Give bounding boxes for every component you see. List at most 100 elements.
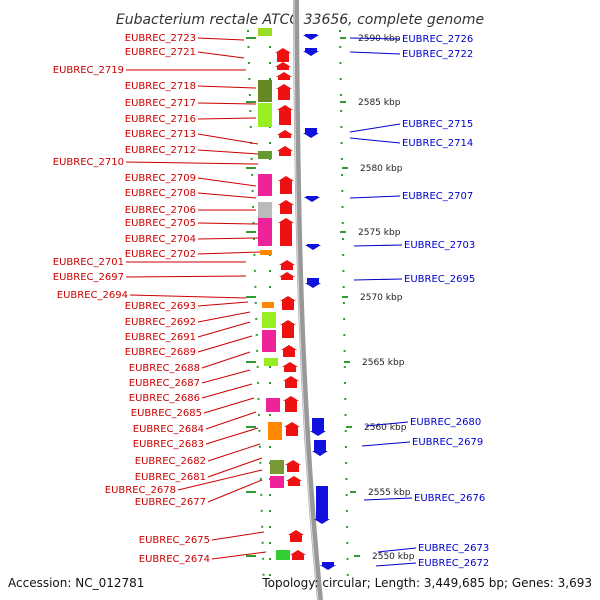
left-gene-label: EUBREC_2712 xyxy=(125,145,196,156)
forward-gene-arrow xyxy=(285,460,301,472)
left-label-leader xyxy=(201,351,251,369)
right-gene-labels: EUBREC_2726 EUBREC_2722 EUBREC_2715 EUBREC_… xyxy=(402,34,489,569)
reverse-gene-arrow xyxy=(320,562,336,570)
left-gene-label: EUBREC_2716 xyxy=(125,114,196,125)
forward-gene-arrow xyxy=(279,272,295,280)
gene-box xyxy=(270,460,284,474)
forward-gene-arrow xyxy=(276,84,292,100)
gene-features xyxy=(258,28,336,570)
right-label-leader xyxy=(375,562,417,567)
gene-box xyxy=(270,476,284,488)
left-gene-label: EUBREC_2706 xyxy=(125,205,196,216)
forward-gene-arrow xyxy=(283,396,299,412)
inner-right-track xyxy=(339,29,349,591)
left-gene-label: EUBREC_2689 xyxy=(125,347,196,358)
left-label-leader xyxy=(201,383,253,399)
left-gene-label: EUBREC_2713 xyxy=(125,129,196,140)
label-leaders xyxy=(125,37,417,567)
right-label-leader xyxy=(349,37,401,40)
left-label-leader xyxy=(197,222,259,225)
left-label-leader xyxy=(125,161,259,165)
left-gene-label: EUBREC_2675 xyxy=(139,535,210,546)
left-gene-label: EUBREC_2677 xyxy=(135,497,206,508)
scale-tick-label: 2565 kbp xyxy=(362,358,405,368)
left-gene-label: EUBREC_2702 xyxy=(125,249,196,260)
reverse-gene-arrow xyxy=(305,278,321,288)
left-label-leader xyxy=(211,531,265,541)
reverse-gene-arrow xyxy=(303,128,319,138)
left-gene-label: EUBREC_2684 xyxy=(133,424,204,435)
left-label-leader xyxy=(197,301,249,307)
left-gene-label: EUBREC_2693 xyxy=(125,301,196,312)
left-gene-label: EUBREC_2674 xyxy=(139,554,210,565)
forward-gene-arrow xyxy=(275,62,291,70)
left-label-leader xyxy=(197,149,259,155)
left-gene-label: EUBREC_2708 xyxy=(125,188,196,199)
right-label-leader xyxy=(349,123,401,133)
left-gene-label: EUBREC_2697 xyxy=(53,272,124,283)
left-label-leader xyxy=(125,275,247,278)
left-gene-label: EUBREC_2694 xyxy=(57,290,128,301)
genome-backbone xyxy=(293,0,323,600)
forward-gene-arrow xyxy=(277,105,293,125)
gene-box xyxy=(258,103,272,127)
left-label-leader xyxy=(197,251,261,255)
left-label-leader xyxy=(197,321,251,338)
accession-text: Accession: NC_012781 xyxy=(8,576,144,590)
left-label-leader xyxy=(197,85,257,89)
reverse-gene-arrow xyxy=(312,440,328,456)
left-gene-label: EUBREC_2710 xyxy=(53,157,124,168)
right-label-leader xyxy=(377,547,417,553)
left-label-leader xyxy=(203,397,255,414)
left-label-leader xyxy=(197,102,257,105)
right-gene-label: EUBREC_2672 xyxy=(418,558,489,569)
right-label-leader xyxy=(363,497,413,501)
gene-box xyxy=(258,218,272,246)
reverse-gene-arrow xyxy=(310,418,326,436)
gene-box xyxy=(262,330,276,352)
right-gene-label: EUBREC_2726 xyxy=(402,34,473,45)
left-label-leader xyxy=(129,294,247,299)
gene-box xyxy=(258,28,272,36)
gene-box xyxy=(258,151,272,159)
gene-box xyxy=(268,422,282,440)
right-gene-label: EUBREC_2673 xyxy=(418,543,489,554)
left-gene-label: EUBREC_2687 xyxy=(129,378,200,389)
scale-tick-label: 2555 kbp xyxy=(368,488,411,498)
reverse-gene-arrow xyxy=(303,34,319,40)
gene-box xyxy=(262,302,274,308)
left-gene-label: EUBREC_2701 xyxy=(53,257,124,268)
gene-box xyxy=(260,250,272,255)
map-title: Eubacterium rectale ATCC 33656, complete… xyxy=(116,12,484,28)
left-label-leader xyxy=(197,37,245,41)
right-gene-label: EUBREC_2703 xyxy=(404,240,475,251)
left-gene-label: EUBREC_2719 xyxy=(53,65,124,76)
left-gene-labels: EUBREC_2723EUBREC_2721EUBREC_2719EUBREC_… xyxy=(53,33,210,565)
left-gene-label: EUBREC_2718 xyxy=(125,81,196,92)
forward-gene-arrow xyxy=(280,296,296,310)
left-gene-label: EUBREC_2688 xyxy=(129,363,200,374)
left-label-leader xyxy=(197,237,259,240)
left-label-leader xyxy=(197,177,257,187)
forward-gene-arrow xyxy=(277,146,293,156)
left-gene-label: EUBREC_2681 xyxy=(135,472,206,483)
forward-gene-arrow xyxy=(281,345,297,357)
scale-tick-label: 2570 kbp xyxy=(360,293,403,303)
forward-gene-arrow xyxy=(279,260,295,270)
gene-box xyxy=(264,358,278,366)
gene-box xyxy=(258,202,272,218)
scale-tick-label: 2560 kbp xyxy=(364,423,407,433)
left-gene-label: EUBREC_2717 xyxy=(125,98,196,109)
right-gene-label: EUBREC_2714 xyxy=(402,138,473,149)
reverse-gene-arrow xyxy=(304,196,320,202)
left-label-leader xyxy=(197,311,251,323)
forward-gene-arrow xyxy=(278,176,294,194)
left-gene-label: EUBREC_2682 xyxy=(135,456,206,467)
forward-gene-arrow xyxy=(278,218,294,246)
forward-gene-arrow xyxy=(280,320,296,338)
scale-tick-label: 2580 kbp xyxy=(360,164,403,174)
gene-box xyxy=(276,550,290,560)
left-label-leader xyxy=(201,369,251,384)
reverse-gene-arrow xyxy=(305,244,321,250)
